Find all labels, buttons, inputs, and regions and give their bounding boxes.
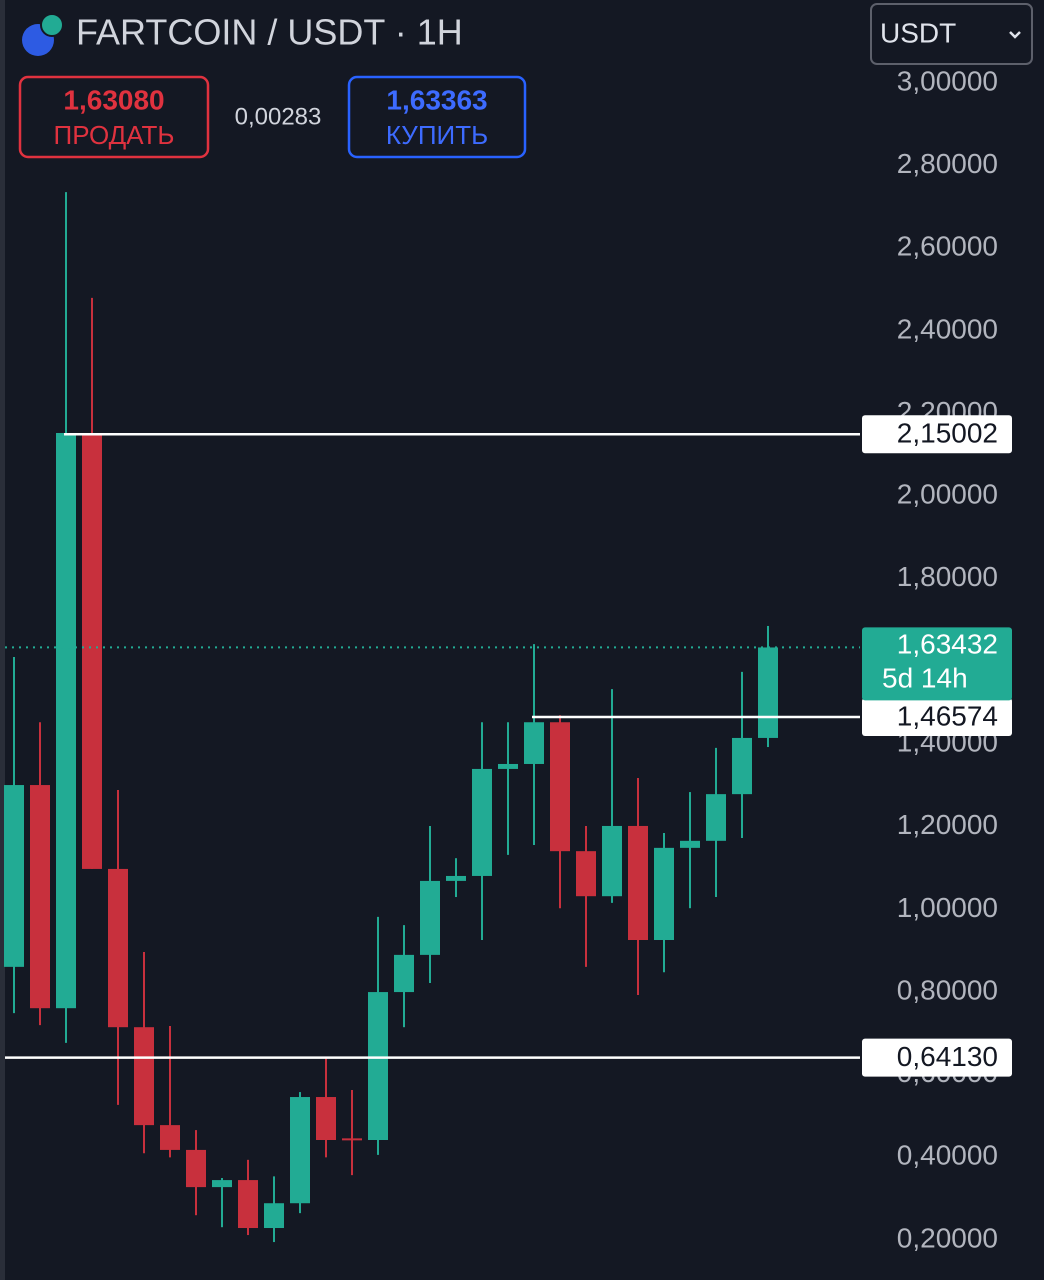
sell-price[interactable]: 1,63080 bbox=[63, 84, 164, 115]
y-tick-label: 1,00000 bbox=[897, 892, 998, 923]
candle-body bbox=[342, 1138, 362, 1141]
candle-body bbox=[30, 785, 50, 1009]
candle-body bbox=[82, 432, 102, 869]
bar-countdown: 5d 14h bbox=[882, 663, 968, 694]
candle-body bbox=[576, 851, 596, 897]
exchange-logo bbox=[40, 13, 64, 37]
buy-label[interactable]: КУПИТЬ bbox=[386, 120, 488, 150]
symbol-title: FARTCOIN / USDT · 1H bbox=[76, 12, 463, 53]
last-price-box bbox=[862, 627, 1012, 701]
candle-body bbox=[134, 1027, 154, 1126]
candle-body bbox=[654, 847, 674, 941]
candle-body bbox=[238, 1180, 258, 1229]
candle-body bbox=[706, 794, 726, 841]
candle-body bbox=[602, 825, 622, 897]
candle-body bbox=[394, 954, 414, 993]
level-label: 2,15002 bbox=[897, 418, 998, 449]
candle-body bbox=[524, 722, 544, 764]
level-label-box bbox=[862, 697, 1012, 736]
level-label-box bbox=[862, 1038, 1012, 1077]
buy-price[interactable]: 1,63363 bbox=[386, 84, 487, 115]
sell-button[interactable] bbox=[18, 75, 210, 159]
level-label: 1,46574 bbox=[897, 700, 998, 731]
dropdown-chevron bbox=[1009, 31, 1021, 39]
y-tick-label: 0,80000 bbox=[897, 974, 998, 1005]
candle-body bbox=[264, 1203, 284, 1229]
y-tick-label: 1,20000 bbox=[897, 809, 998, 840]
candle-body bbox=[628, 825, 648, 941]
last-price-label: 1,63432 bbox=[897, 629, 998, 660]
y-tick-label: 2,40000 bbox=[897, 313, 998, 344]
candle-body bbox=[290, 1097, 310, 1204]
y-tick-label: 1,80000 bbox=[897, 561, 998, 592]
candle-body bbox=[472, 768, 492, 876]
level-label-box bbox=[862, 415, 1012, 454]
candle-body bbox=[732, 737, 752, 795]
candle-body bbox=[186, 1149, 206, 1188]
candle-body bbox=[498, 763, 518, 769]
candle-body bbox=[368, 992, 388, 1141]
quote-selector[interactable] bbox=[870, 3, 1033, 65]
y-tick-label: 2,60000 bbox=[897, 231, 998, 262]
sell-label[interactable]: ПРОДАТЬ bbox=[54, 120, 175, 150]
candle-body bbox=[316, 1097, 336, 1141]
candle-body bbox=[446, 875, 466, 881]
candle-body bbox=[108, 868, 128, 1028]
candle-body bbox=[758, 647, 778, 738]
y-tick-label: 0,40000 bbox=[897, 1140, 998, 1171]
candle-body bbox=[4, 785, 24, 967]
level-label: 0,64130 bbox=[897, 1041, 998, 1072]
buy-button[interactable] bbox=[347, 75, 527, 159]
candle-body bbox=[550, 722, 570, 852]
candle-body bbox=[680, 840, 700, 848]
spread: 0,00283 bbox=[235, 103, 322, 130]
candle-body bbox=[212, 1180, 232, 1188]
candle-body bbox=[160, 1125, 180, 1150]
y-tick-label: 2,80000 bbox=[897, 148, 998, 179]
y-tick-label: 0,20000 bbox=[897, 1222, 998, 1253]
y-tick-label: 3,00000 bbox=[897, 65, 998, 96]
plot: 3,000002,800002,600002,400002,200002,000… bbox=[4, 65, 1012, 1253]
left-edge bbox=[0, 0, 5, 1280]
candle-body bbox=[420, 880, 440, 955]
y-tick-label: 2,00000 bbox=[897, 479, 998, 510]
quote-selector-label[interactable]: USDT bbox=[880, 17, 956, 48]
candle-body bbox=[56, 432, 76, 1009]
